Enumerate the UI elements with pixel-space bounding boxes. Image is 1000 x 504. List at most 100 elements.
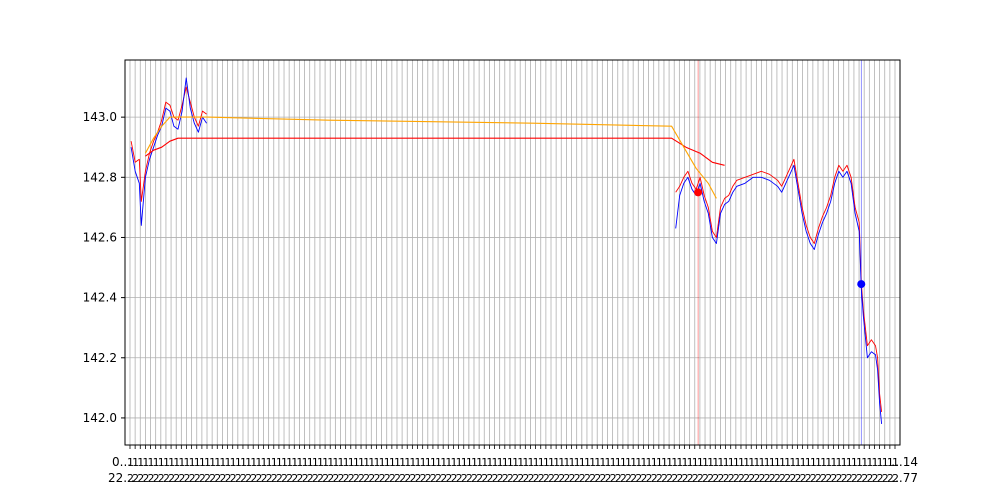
x-tick-label-glyph: 1 [743,456,750,469]
x-tick-label-glyph: 2 [687,472,694,485]
x-tick-label-glyph: 2 [707,472,714,485]
x-tick-label-glyph: 2 [589,472,596,485]
x-tick-label-glyph: 2 [892,472,899,485]
x-tick-label-glyph: 1 [836,456,843,469]
x-tick-label-glyph: 1 [409,456,416,469]
x-tick-label-glyph: 1 [425,456,432,469]
x-tick-label-glyph: 1 [810,456,817,469]
x-tick-label-glyph: 1 [327,456,334,469]
x-tick-label-glyph: 1 [127,456,134,469]
x-tick-label-glyph: 2 [820,472,827,485]
x-tick-label-glyph: 1 [199,456,206,469]
x-tick-label-glyph: 1 [445,456,452,469]
x-tick-label-glyph: 1 [794,456,801,469]
x-tick-label-glyph: 2 [296,472,303,485]
x-tick-label-glyph: 1 [168,456,175,469]
x-tick-label-glyph: 2 [281,472,288,485]
x-tick-label-glyph: 2 [851,472,858,485]
x-tick-label-glyph: 2 [276,472,283,485]
x-tick-label-glyph: 1 [640,456,647,469]
x-tick-label-glyph: 1 [456,456,463,469]
x-tick-label-glyph: 2 [681,472,688,485]
x-tick-label-glyph: 1 [635,456,642,469]
x-tick-label-glyph: 2 [861,472,868,485]
x-tick-label-glyph: 1 [240,456,247,469]
x-tick-label-glyph: 1 [774,456,781,469]
x-tick-label-glyph: 1 [404,456,411,469]
x-tick-label-glyph: 2 [620,472,627,485]
x-tick-label-glyph: 2 [142,472,149,485]
average-orange-line-1 [144,116,717,199]
x-tick-label-glyph: 1 [646,456,653,469]
x-tick-label-glyph: 2 [153,472,160,485]
x-tick-label-glyph: 2 [235,472,242,485]
x-tick-label-glyph: 2 [194,472,201,485]
x-tick-label-glyph: 1 [887,456,894,469]
x-tick-label-glyph: 1 [189,456,196,469]
x-tick-label-glyph: 2 [841,472,848,485]
x-tick-label-glyph: 2 [189,472,196,485]
x-tick-label-glyph: 2 [358,472,365,485]
x-tick-label-glyph: 2 [353,472,360,485]
x-tick-label-glyph: 1 [620,456,627,469]
x-tick-label-glyph: 2 [456,472,463,485]
x-tick-label-glyph: 1 [148,456,155,469]
x-tick-label-glyph: 1 [322,456,329,469]
x-tick-label-glyph: 2 [230,472,237,485]
x-tick-label-glyph: 2 [594,472,601,485]
x-tick-label-glyph: 1 [625,456,632,469]
x-tick-label-glyph: 2 [260,472,267,485]
x-tick-label-glyph: 2 [610,472,617,485]
x-tick-label-glyph: 1 [250,456,257,469]
x-tick-label-glyph: 1 [142,456,149,469]
x-tick-label-glyph: 2 [753,472,760,485]
x-tick-label-glyph: 2 [219,472,226,485]
x-tick-label-glyph: 1 [343,456,350,469]
x-tick-label-glyph: 1 [435,456,442,469]
x-tick-label-glyph: 1 [492,456,499,469]
x-tick-label-glyph: 2 [420,472,427,485]
x-tick-label-glyph: 1 [841,456,848,469]
x-tick-label-glyph: 1 [666,456,673,469]
x-tick-label-glyph: 1 [712,456,719,469]
x-tick-label-glyph: 1 [440,456,447,469]
x-tick-label-glyph: 2 [640,472,647,485]
x-tick-label-glyph: 2 [430,472,437,485]
x-tick-label-glyph: 2 [846,472,853,485]
x-tick-label-glyph: 2 [717,472,724,485]
x-tick-label-glyph: 1 [753,456,760,469]
x-tick-label-glyph: 2 [671,472,678,485]
x-tick-label-glyph: 1 [861,456,868,469]
x-tick-label-glyph: 2 [250,472,257,485]
x-tick-label-glyph: 2 [656,472,663,485]
x-tick-label-glyph: 1 [281,456,288,469]
x-tick-label-glyph: 1 [599,456,606,469]
x-tick-label-glyph: 1 [882,456,889,469]
x-tick-label-glyph: 2 [312,472,319,485]
x-tick-label-glyph: 2 [604,472,611,485]
x-tick-label-glyph: 1 [389,456,396,469]
x-tick-label-glyph: 1 [476,456,483,469]
x-tick-label-glyph: 2 [404,472,411,485]
x-tick-label-glyph: 1 [851,456,858,469]
x-tick-label-glyph: 2 [481,472,488,485]
x-tick-label-glyph: 2 [245,472,252,485]
x-tick-label-glyph: 1 [296,456,303,469]
x-tick-label-glyph: 2 [543,472,550,485]
x-tick-label-glyph: 1 [312,456,319,469]
x-tick-label-glyph: 2 [887,472,894,485]
x-tick-label-glyph: 1 [584,456,591,469]
x-tick-label-glyph: 1 [759,456,766,469]
x-tick-label-glyph: 2 [738,472,745,485]
x-tick-label-glyph: 1 [430,456,437,469]
x-tick-label-glyph: 2 [399,472,406,485]
x-tick-label-glyph: 1 [481,456,488,469]
x-tick-label-glyph: 2 [877,472,884,485]
x-tick-label-glyph: 1 [630,456,637,469]
x-tick-label-glyph: 1 [871,456,878,469]
x-tick-label-glyph: 2 [415,472,422,485]
x-tick-label-glyph: 2 [625,472,632,485]
x-tick-label-glyph: 1 [892,456,899,469]
x-tick-label-glyph: 1 [358,456,365,469]
